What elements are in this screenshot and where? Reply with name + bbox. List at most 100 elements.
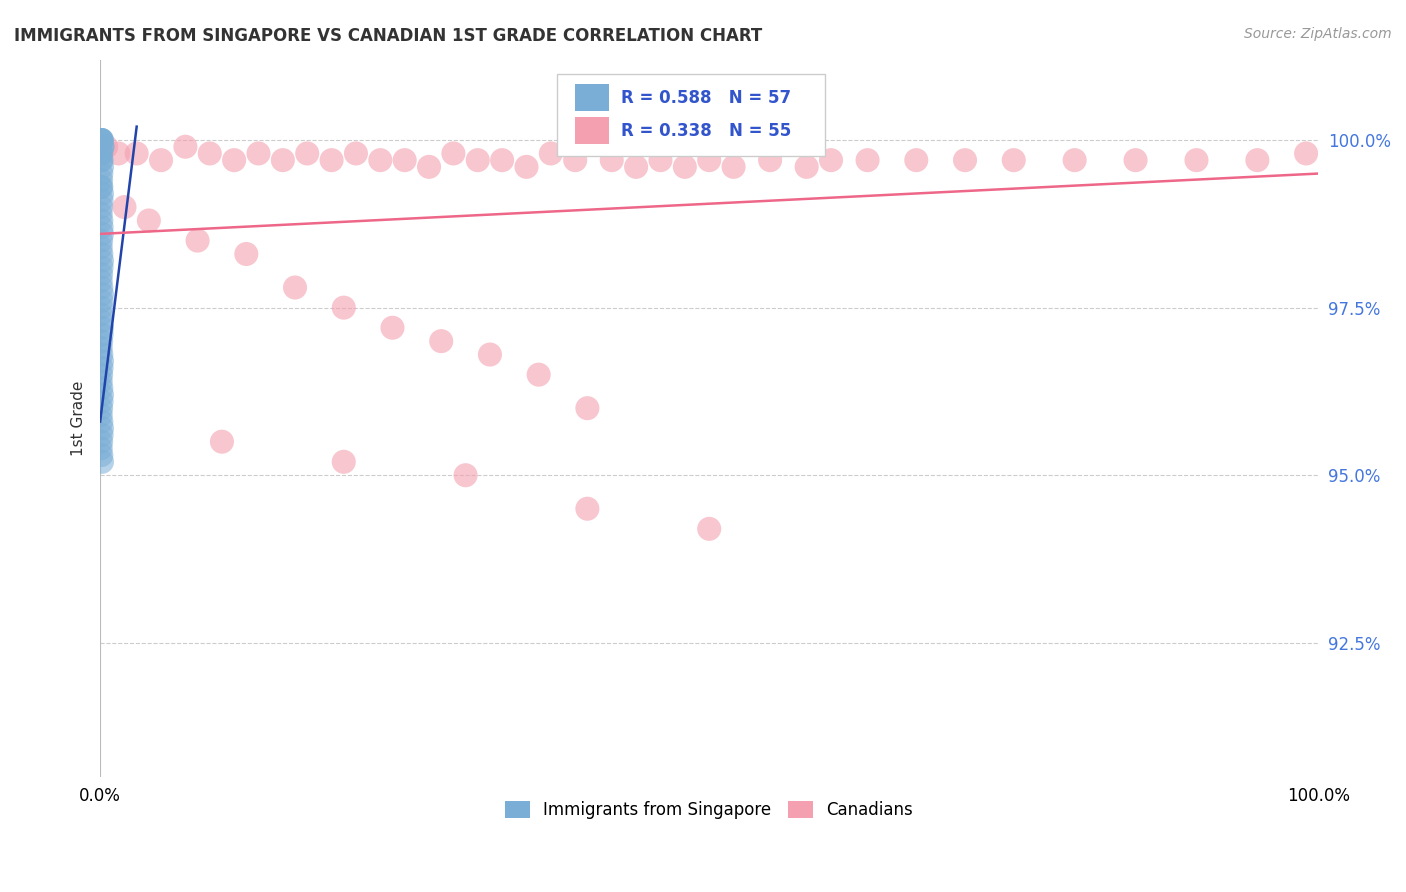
Point <box>564 153 586 168</box>
Point <box>394 153 416 168</box>
Point <box>90 381 112 395</box>
Point <box>96 140 118 154</box>
Point <box>1002 153 1025 168</box>
Point <box>321 153 343 168</box>
Point <box>114 200 136 214</box>
Point <box>368 153 391 168</box>
Point <box>90 194 112 208</box>
Point <box>91 320 114 334</box>
Point <box>332 455 354 469</box>
Point <box>90 173 112 187</box>
Point <box>90 428 112 442</box>
Point <box>91 354 114 368</box>
Point <box>91 287 114 301</box>
Point <box>284 280 307 294</box>
Point <box>697 522 720 536</box>
Point <box>297 146 319 161</box>
Point <box>187 234 209 248</box>
Point <box>90 401 112 416</box>
Point <box>235 247 257 261</box>
Point <box>107 146 129 161</box>
Point <box>211 434 233 449</box>
Point <box>90 307 112 321</box>
Bar <box>575 117 609 145</box>
Point <box>174 140 197 154</box>
Point <box>150 153 173 168</box>
Point <box>478 347 501 361</box>
Point <box>91 421 114 435</box>
Point <box>247 146 270 161</box>
Point <box>1063 153 1085 168</box>
Point <box>90 361 112 376</box>
Point <box>624 160 647 174</box>
Point <box>90 280 112 294</box>
Point <box>91 160 114 174</box>
Point <box>820 153 842 168</box>
Point <box>90 267 112 281</box>
Point <box>138 213 160 227</box>
Point <box>454 468 477 483</box>
Text: R = 0.588   N = 57: R = 0.588 N = 57 <box>621 88 792 107</box>
Point <box>673 160 696 174</box>
FancyBboxPatch shape <box>557 74 825 156</box>
Point <box>1125 153 1147 168</box>
Point <box>91 455 114 469</box>
Point <box>90 213 112 227</box>
Point <box>90 293 112 308</box>
Point <box>796 160 818 174</box>
Point <box>90 415 112 429</box>
Point <box>90 314 112 328</box>
Point <box>90 394 112 409</box>
Point <box>527 368 550 382</box>
Point <box>90 375 112 389</box>
Point <box>418 160 440 174</box>
Point <box>905 153 928 168</box>
Point <box>91 388 114 402</box>
Point <box>697 153 720 168</box>
Point <box>90 301 112 315</box>
Point <box>90 234 112 248</box>
Point <box>90 167 112 181</box>
Point <box>90 180 112 194</box>
Point <box>90 408 112 422</box>
Text: R = 0.338   N = 55: R = 0.338 N = 55 <box>621 121 792 140</box>
Point <box>90 207 112 221</box>
Point <box>90 327 112 342</box>
Point <box>91 140 114 154</box>
Point <box>90 247 112 261</box>
Point <box>90 434 112 449</box>
Point <box>90 260 112 275</box>
Point <box>1295 146 1317 161</box>
Point <box>90 146 112 161</box>
Point <box>90 347 112 361</box>
Point <box>224 153 246 168</box>
Point <box>540 146 562 161</box>
Point <box>576 501 599 516</box>
Point <box>1185 153 1208 168</box>
Point <box>90 200 112 214</box>
Point <box>576 401 599 416</box>
Point <box>467 153 489 168</box>
Point <box>90 146 112 161</box>
Point <box>723 160 745 174</box>
Point <box>953 153 976 168</box>
Point <box>90 133 112 147</box>
Point <box>91 133 114 147</box>
Point <box>650 153 672 168</box>
Point <box>198 146 221 161</box>
Point <box>441 146 464 161</box>
Point <box>430 334 453 348</box>
Point <box>90 133 112 147</box>
Point <box>90 133 112 147</box>
Y-axis label: 1st Grade: 1st Grade <box>72 381 86 456</box>
Bar <box>575 84 609 112</box>
Point <box>381 320 404 334</box>
Point <box>90 240 112 254</box>
Point <box>90 180 112 194</box>
Point <box>91 140 114 154</box>
Point <box>91 227 114 241</box>
Point <box>90 442 112 456</box>
Point <box>332 301 354 315</box>
Point <box>600 153 623 168</box>
Point <box>515 160 537 174</box>
